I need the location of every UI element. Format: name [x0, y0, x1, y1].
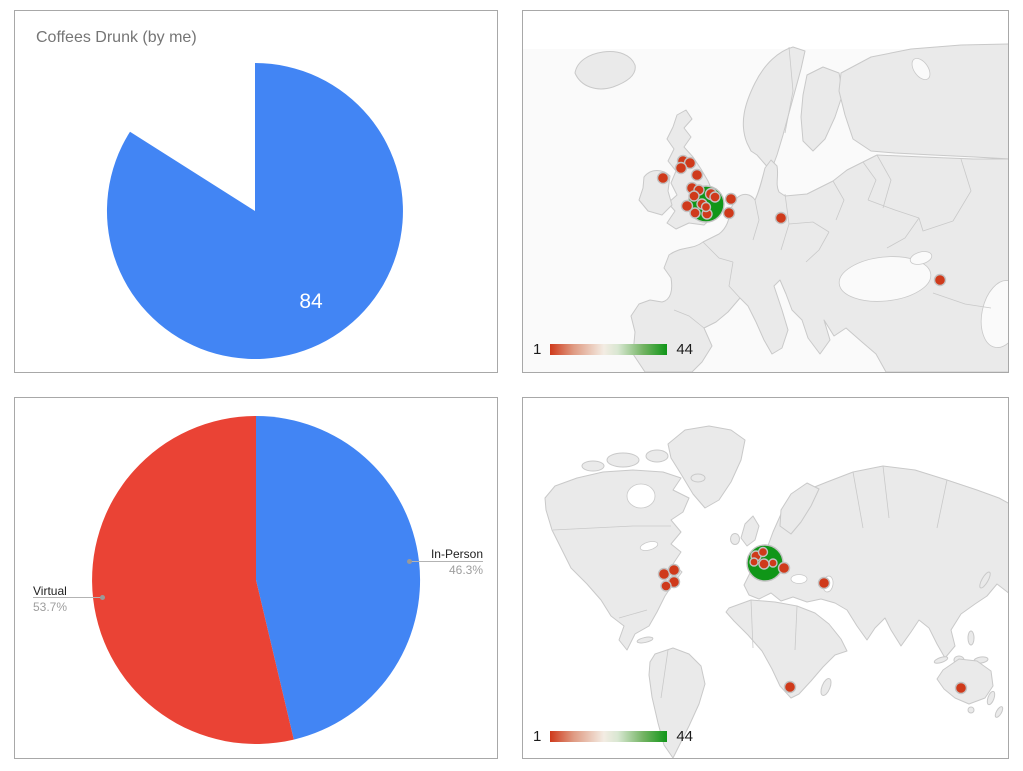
map-marker-red[interactable]	[660, 580, 672, 592]
arctic-island	[606, 452, 640, 468]
europe-geochart[interactable]	[523, 11, 1008, 372]
virtual-leader-line	[33, 597, 103, 598]
legend-min-value: 1	[533, 341, 542, 358]
new-zealand-north	[986, 690, 996, 706]
map-marker-red[interactable]	[690, 168, 704, 182]
europe-landmass	[574, 43, 1008, 372]
europe-markers	[656, 154, 947, 287]
world-borders	[552, 465, 948, 699]
map-marker-red[interactable]	[680, 199, 694, 213]
map-marker-red[interactable]	[689, 207, 701, 219]
map-marker-red[interactable]	[674, 161, 688, 175]
map-marker-red[interactable]	[722, 206, 736, 220]
world-markers	[657, 544, 968, 695]
north-america	[544, 469, 690, 651]
map-marker-red[interactable]	[688, 190, 700, 202]
legend-gradient-bar	[550, 731, 668, 742]
legend-gradient-bar	[550, 344, 668, 355]
russia-north	[838, 43, 1008, 160]
map-marker-red[interactable]	[768, 558, 778, 568]
meeting-type-pie-chart[interactable]	[15, 398, 497, 758]
map-marker-red[interactable]	[757, 546, 769, 558]
south-america	[648, 647, 706, 758]
map-marker-red[interactable]	[954, 681, 968, 695]
in-person-label: In-Person	[430, 547, 483, 561]
world-geochart[interactable]	[523, 398, 1008, 758]
arctic-island	[645, 449, 669, 463]
map-marker-red[interactable]	[817, 576, 831, 590]
chart-title: Coffees Drunk (by me)	[36, 29, 197, 46]
white-sea	[911, 57, 931, 81]
in-person-leader-dot	[407, 559, 412, 564]
finland	[800, 66, 844, 152]
great-lakes	[639, 541, 659, 551]
tasmania	[967, 706, 975, 714]
color-axis-legend: 1 44	[533, 728, 693, 745]
map-marker-red[interactable]	[774, 211, 788, 225]
hudson-bay	[626, 483, 656, 509]
legend-min-value: 1	[533, 728, 542, 745]
ireland-world	[730, 533, 740, 545]
japan	[979, 571, 991, 589]
sumatra	[933, 656, 949, 664]
coffees-drunk-chart-panel: Coffees Drunk (by me) 84	[14, 10, 498, 373]
scandinavia	[742, 46, 806, 172]
meeting-type-pie-panel: In-Person 46.3% Virtual 53.7%	[14, 397, 498, 759]
map-marker-red[interactable]	[749, 557, 759, 567]
black-sea	[838, 256, 932, 302]
world-map-panel: 1 44	[522, 397, 1009, 759]
coffees-pie-chart[interactable]	[15, 11, 497, 372]
iceland	[574, 51, 636, 90]
legend-max-value: 44	[676, 341, 694, 358]
new-zealand-south	[994, 706, 1004, 718]
map-marker-red[interactable]	[758, 558, 770, 570]
country-borders	[673, 46, 992, 329]
arctic-island	[581, 460, 605, 472]
map-marker-red[interactable]	[933, 273, 947, 287]
map-marker-red[interactable]	[700, 201, 712, 213]
australia	[936, 658, 994, 705]
black-sea-world	[790, 574, 808, 584]
caspian-sea	[980, 280, 1008, 348]
coffees-pie-slice[interactable]	[106, 63, 403, 359]
great-britain-world	[740, 515, 760, 547]
map-marker-red[interactable]	[724, 192, 738, 206]
philippines	[967, 630, 975, 646]
virtual-slice[interactable]	[92, 416, 294, 744]
color-axis-legend: 1 44	[533, 341, 693, 358]
in-person-percent: 46.3%	[448, 563, 483, 577]
scandinavia-world	[779, 482, 820, 535]
europe-map-panel: 1 44	[522, 10, 1009, 373]
virtual-percent: 53.7%	[33, 600, 68, 614]
sea-of-azov	[909, 251, 933, 265]
map-marker-red[interactable]	[656, 171, 670, 185]
iceland-world	[690, 473, 706, 483]
in-person-slice[interactable]	[256, 416, 421, 740]
map-marker-red[interactable]	[783, 680, 797, 694]
madagascar	[820, 678, 832, 696]
cuba	[636, 636, 654, 644]
africa	[725, 599, 848, 699]
virtual-leader-dot	[100, 595, 105, 600]
world-landmass	[544, 425, 1008, 758]
in-person-leader-line	[410, 561, 483, 562]
map-marker-red[interactable]	[667, 563, 681, 577]
greenland	[667, 425, 746, 509]
legend-max-value: 44	[676, 728, 694, 745]
map-marker-red[interactable]	[709, 191, 721, 203]
eurasia	[743, 465, 1008, 659]
coffees-value-label: 84	[299, 290, 323, 313]
map-marker-red[interactable]	[777, 561, 791, 575]
virtual-label: Virtual	[33, 584, 67, 598]
